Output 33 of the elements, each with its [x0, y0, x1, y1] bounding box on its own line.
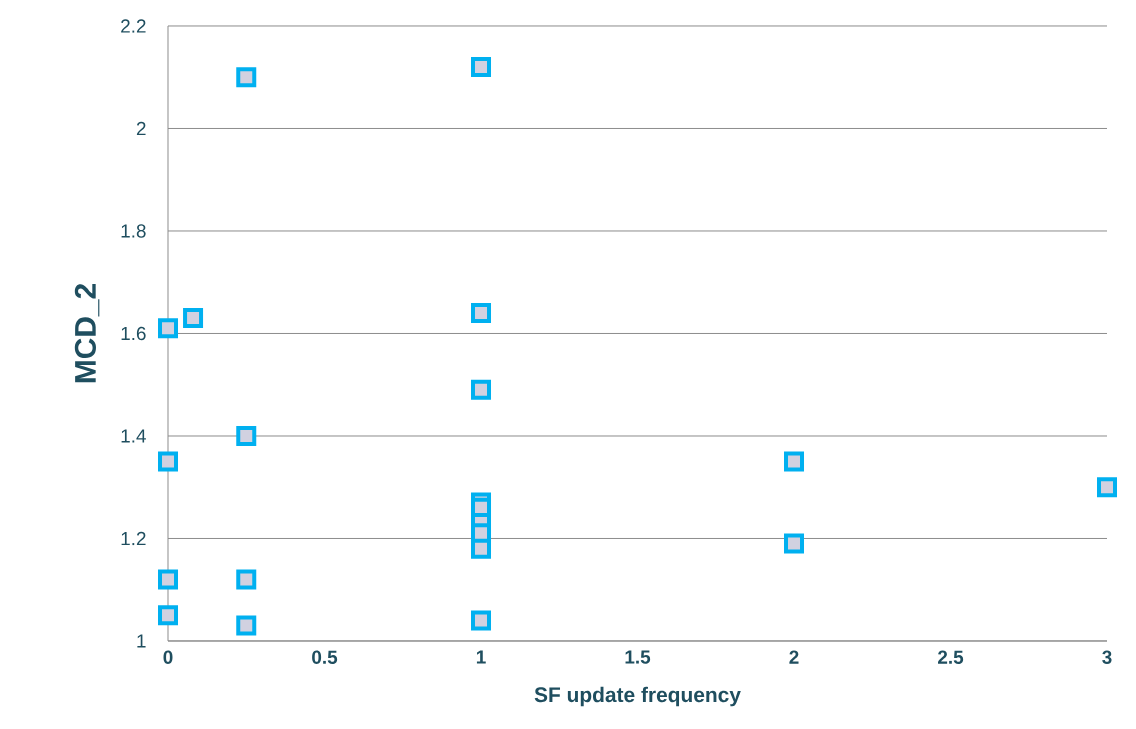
y-tick-label: 1.2: [121, 531, 146, 546]
x-tick-label: 0.5: [312, 650, 338, 664]
point: [158, 605, 179, 626]
y-tick-label: 1.4: [121, 429, 146, 443]
point: [236, 615, 257, 636]
y-tick-label: 1.6: [121, 326, 146, 341]
point: [784, 533, 805, 554]
point: [1097, 477, 1118, 498]
point: [236, 425, 257, 446]
point: [236, 569, 257, 590]
point: [471, 379, 492, 400]
x-tick-label: 1: [476, 650, 486, 664]
point: [158, 569, 179, 590]
point: [471, 56, 492, 77]
x-tick-label: 0: [163, 650, 173, 664]
y-tick-label: 1: [137, 634, 146, 648]
point: [158, 318, 179, 339]
x-tick-label: 2.5: [938, 650, 964, 664]
y-axis-title: MCD_2: [74, 284, 100, 383]
x-tick-label: 1.5: [625, 650, 651, 664]
point: [784, 451, 805, 472]
x-tick-label: 3: [1102, 650, 1112, 664]
x-tick-label: 2: [789, 650, 799, 664]
point: [471, 610, 492, 631]
point: [236, 67, 257, 88]
point: [471, 302, 492, 323]
y-tick-label: 1.8: [121, 224, 146, 238]
y-tick-label: 2: [136, 121, 146, 136]
y-tick-label: 2.2: [121, 19, 146, 33]
point: [158, 451, 179, 472]
point: [183, 308, 204, 329]
x-axis-title: SF update frequency: [534, 686, 741, 707]
point: [471, 538, 492, 559]
